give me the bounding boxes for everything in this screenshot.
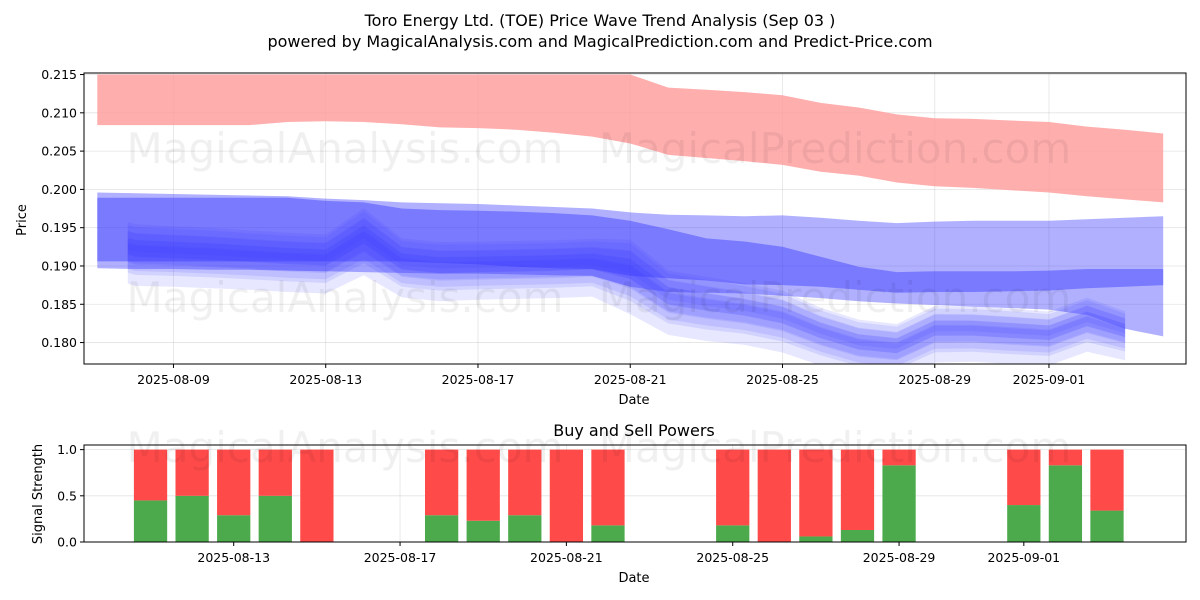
- price-wave-panel: MagicalAnalysis.com MagicalPrediction.com…: [41, 67, 1187, 387]
- buy-bar-2025-08-12: [175, 495, 209, 542]
- bottom-chart-title: Buy and Sell Powers: [553, 421, 715, 440]
- top-y-tick-label-4: 0.200: [41, 182, 77, 197]
- top-x-tick-label-5: 2025-08-29: [898, 372, 971, 387]
- buy-bar-2025-08-11: [133, 500, 168, 542]
- buy-bar-2025-08-25: [716, 525, 750, 542]
- buy-sell-panel: MagicalAnalysis.com MagicalPrediction.com…: [57, 423, 1187, 565]
- sell-bar-2025-08-14: [258, 449, 292, 496]
- sell-bar-2025-09-01: [1007, 449, 1041, 506]
- bottom-axes-frame: [83, 444, 1187, 543]
- top-x-tick-label-6: 2025-09-01: [1013, 372, 1086, 387]
- price-wave-layer-0: [127, 211, 1126, 364]
- bottom-x-tick-label-0: 2025-08-13: [197, 550, 270, 565]
- sell-bar-2025-08-13: [217, 449, 251, 516]
- buy-bar-2025-08-27: [799, 536, 833, 542]
- top-plot-area: [97, 74, 1164, 364]
- watermark-top-3: MagicalPrediction.com: [599, 273, 1072, 322]
- top-x-tick-label-3: 2025-08-21: [594, 372, 667, 387]
- price-wave-layer-2: [127, 218, 1126, 364]
- top-y-tick-label-6: 0.210: [41, 105, 77, 120]
- top-x-tick-label-4: 2025-08-25: [746, 372, 819, 387]
- bottom-x-tick-label-3: 2025-08-25: [696, 550, 769, 565]
- top-y-axis-label: Price: [15, 204, 30, 236]
- watermark-top-1: MagicalPrediction.com: [599, 124, 1072, 173]
- buy-bar-2025-08-29: [882, 465, 916, 542]
- sell-bar-2025-08-11: [133, 449, 168, 501]
- top-y-tick-label-1: 0.185: [41, 297, 77, 312]
- sell-bar-2025-08-21: [549, 449, 584, 542]
- top-x-tick-label-2: 2025-08-17: [442, 372, 515, 387]
- sell-bar-2025-08-29: [882, 449, 916, 466]
- sell-bar-2025-08-15: [300, 449, 334, 542]
- buy-bar-2025-08-14: [258, 495, 292, 542]
- bottom-y-tick-label-2: 1.0: [57, 442, 77, 457]
- sell-bar-2025-09-03: [1090, 449, 1124, 511]
- bottom-x-tick-label-4: 2025-08-29: [863, 550, 936, 565]
- sell-bar-2025-08-27: [799, 449, 833, 537]
- bottom-x-tick-label-5: 2025-09-01: [987, 550, 1060, 565]
- upper-band-area: [97, 74, 1164, 203]
- buy-bar-2025-08-13: [217, 515, 251, 542]
- wave-envelope-outer: [97, 192, 1164, 337]
- top-y-tick-label-0: 0.180: [41, 335, 77, 350]
- top-y-tick-label-3: 0.195: [41, 220, 77, 235]
- bottom-x-tick-label-2: 2025-08-21: [530, 550, 603, 565]
- sell-bar-2025-08-26: [757, 449, 791, 542]
- sell-bar-2025-08-12: [175, 449, 209, 496]
- sell-bar-2025-08-20: [508, 449, 542, 516]
- watermark-top-2: MagicalAnalysis.com: [127, 273, 564, 322]
- sell-bar-2025-09-02: [1048, 449, 1083, 466]
- bottom-y-axis-label: Signal Strength: [31, 444, 46, 544]
- buy-bar-2025-08-20: [508, 515, 542, 542]
- top-y-tick-label-5: 0.205: [41, 144, 77, 159]
- buy-bar-2025-09-03: [1090, 510, 1124, 542]
- buy-bar-2025-09-02: [1048, 465, 1083, 542]
- top-x-tick-label-1: 2025-08-13: [289, 372, 362, 387]
- watermark-top-0: MagicalAnalysis.com: [127, 124, 564, 173]
- watermark-bottom-0: MagicalAnalysis.com: [127, 423, 564, 472]
- top-x-tick-label-0: 2025-08-09: [137, 372, 210, 387]
- price-wave-layer-4: [127, 225, 1126, 361]
- bottom-x-axis-label: Date: [618, 571, 649, 586]
- wave-envelope-inner: [97, 197, 1164, 293]
- sell-bar-2025-08-28: [840, 449, 875, 530]
- sell-bar-2025-08-25: [716, 449, 750, 526]
- buy-bar-2025-08-18: [424, 515, 459, 542]
- top-y-tick-label-2: 0.190: [41, 258, 77, 273]
- top-axes-frame: [83, 72, 1187, 365]
- sell-bar-2025-08-22: [591, 449, 625, 526]
- buy-bar-2025-09-01: [1007, 505, 1041, 542]
- top-y-tick-label-7: 0.215: [41, 67, 77, 82]
- buy-bar-2025-08-19: [466, 520, 500, 542]
- top-x-axis-label: Date: [618, 393, 649, 408]
- watermark-bottom-1: MagicalPrediction.com: [599, 423, 1072, 472]
- price-wave-layer-3: [127, 217, 1126, 360]
- price-wave-layer-1: [127, 208, 1126, 364]
- buy-bar-2025-08-22: [591, 525, 625, 542]
- bottom-y-tick-label-0: 0.0: [57, 535, 77, 550]
- chart-title: Toro Energy Ltd. (TOE) Price Wave Trend …: [364, 11, 836, 30]
- sell-bar-2025-08-19: [466, 449, 500, 521]
- sell-bar-2025-08-18: [424, 449, 459, 516]
- bottom-x-tick-label-1: 2025-08-17: [364, 550, 437, 565]
- bottom-y-tick-label-1: 0.5: [57, 488, 77, 503]
- chart-subtitle: powered by MagicalAnalysis.com and Magic…: [267, 32, 932, 51]
- buy-bar-2025-08-28: [840, 529, 875, 542]
